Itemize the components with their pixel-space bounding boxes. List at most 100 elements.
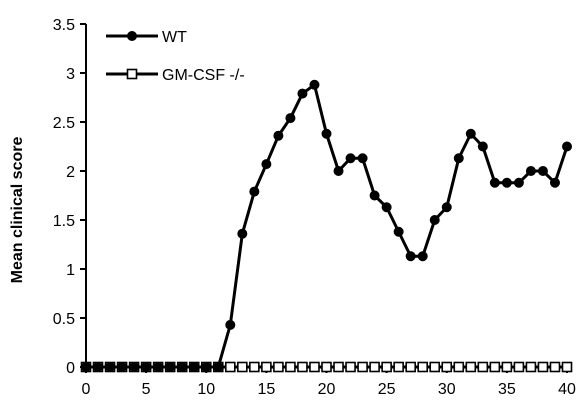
- data-point: [249, 186, 260, 197]
- x-tick-label: 20: [318, 381, 336, 398]
- data-point: [549, 177, 560, 188]
- data-point: [489, 361, 501, 373]
- legend-marker: [127, 31, 137, 41]
- data-point: [417, 361, 429, 373]
- y-tick-label: 1.5: [53, 213, 75, 230]
- x-axis-ticks: 0 5 10 15 20 25 30 35 40: [82, 367, 576, 398]
- x-tick-label: 35: [498, 381, 516, 398]
- data-point: [261, 361, 272, 373]
- data-point: [165, 362, 176, 372]
- series-layer: [80, 79, 573, 373]
- legend-label: WT: [162, 29, 187, 46]
- data-point: [345, 153, 356, 164]
- series-line: [86, 83, 569, 369]
- data-point: [369, 190, 380, 201]
- y-tick-label: 0: [66, 360, 75, 377]
- data-point: [93, 362, 104, 372]
- data-point: [537, 361, 549, 373]
- data-point: [297, 88, 308, 99]
- data-point: [201, 362, 212, 372]
- data-point: [321, 128, 332, 139]
- data-point: [381, 202, 392, 213]
- data-point: [429, 361, 441, 373]
- y-tick-label: 3: [66, 66, 75, 83]
- data-point: [525, 361, 537, 373]
- data-point: [489, 177, 500, 188]
- data-point: [249, 361, 260, 373]
- data-point: [561, 361, 573, 373]
- x-tick-label: 15: [257, 381, 275, 398]
- data-point: [501, 361, 513, 373]
- y-tick-label: 0.5: [53, 311, 75, 328]
- data-point: [333, 166, 344, 176]
- data-point: [357, 153, 368, 164]
- data-point: [477, 141, 488, 152]
- data-point: [465, 128, 476, 139]
- data-point: [261, 159, 272, 170]
- data-point: [309, 361, 320, 373]
- legend-item-wt: WT: [106, 29, 187, 46]
- data-point: [477, 361, 489, 373]
- y-tick-label: 3.5: [53, 17, 75, 34]
- data-point: [405, 251, 416, 262]
- data-point: [369, 361, 380, 373]
- y-tick-label: 2.5: [53, 115, 75, 132]
- data-point: [285, 113, 296, 124]
- data-point: [465, 361, 477, 373]
- data-point: [153, 362, 164, 372]
- data-point: [333, 361, 344, 373]
- data-point: [501, 177, 512, 188]
- axes: [85, 24, 567, 368]
- x-tick-label: 40: [558, 381, 576, 398]
- data-point: [417, 251, 428, 262]
- y-axis-title: Mean clinical score: [9, 137, 26, 284]
- data-point: [285, 361, 296, 373]
- data-point: [453, 361, 465, 373]
- data-point: [393, 226, 404, 237]
- data-point: [441, 202, 452, 213]
- data-point: [453, 153, 464, 164]
- data-point: [81, 362, 91, 372]
- x-tick-label: 30: [438, 381, 456, 398]
- data-point: [405, 361, 416, 373]
- data-point: [117, 362, 128, 372]
- data-point: [129, 362, 140, 372]
- y-axis-ticks: 0 0.5 1 1.5 2 2.5 3 3.5: [53, 17, 86, 377]
- legend-marker: [126, 68, 138, 80]
- y-tick-label: 1: [66, 262, 75, 279]
- data-point: [525, 166, 536, 176]
- legend-label: GM-CSF -/-: [162, 67, 245, 84]
- data-point: [273, 361, 284, 373]
- data-point: [309, 79, 320, 90]
- data-point: [549, 361, 561, 373]
- data-point: [213, 362, 224, 372]
- data-point: [562, 141, 572, 152]
- data-point: [537, 166, 548, 176]
- data-point: [141, 362, 152, 372]
- data-point: [393, 361, 404, 373]
- data-point: [237, 361, 248, 373]
- data-point: [429, 215, 440, 225]
- data-point: [189, 362, 200, 372]
- data-point: [225, 361, 236, 373]
- x-tick-label: 5: [142, 381, 151, 398]
- data-point: [441, 361, 453, 373]
- series-wt: [81, 79, 572, 372]
- data-point: [345, 361, 356, 373]
- legend-item-gm-csf: GM-CSF -/-: [106, 67, 245, 84]
- data-point: [237, 228, 248, 239]
- x-tick-label: 0: [82, 381, 91, 398]
- y-tick-label: 2: [66, 164, 75, 181]
- data-point: [177, 362, 188, 372]
- legend: WT GM-CSF -/-: [106, 29, 245, 84]
- data-point: [513, 361, 525, 373]
- data-point: [381, 361, 392, 373]
- data-point: [273, 130, 284, 141]
- data-point: [357, 361, 368, 373]
- data-point: [105, 362, 116, 372]
- data-point: [321, 361, 332, 373]
- data-point: [225, 319, 236, 330]
- data-point: [297, 361, 308, 373]
- x-tick-label: 10: [197, 381, 215, 398]
